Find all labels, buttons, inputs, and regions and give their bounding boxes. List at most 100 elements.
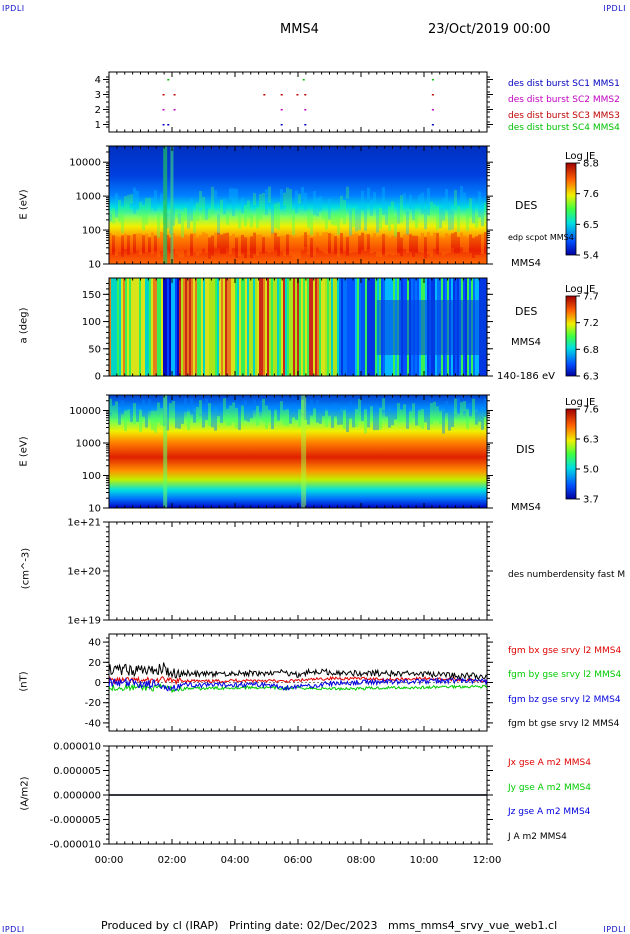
des-energy-cell <box>208 209 211 219</box>
x-tick-label: 12:00 <box>473 855 502 866</box>
colorbar-tick-label: 7.6 <box>583 405 599 416</box>
dis-energy-cell <box>469 403 472 417</box>
dis-energy-cell <box>232 402 235 423</box>
ylabel-current: (A/m2) <box>19 776 31 811</box>
des-pitch-cell <box>241 278 243 376</box>
des-energy-cell <box>436 232 439 255</box>
des-pitch-cell <box>355 278 357 376</box>
legend-by: fgm by gse srvy l2 MMS4 <box>508 670 622 680</box>
des-energy-cell <box>325 232 328 255</box>
des-pitch-cell <box>313 278 315 376</box>
dis-energy-cell <box>313 408 316 421</box>
des-energy-cell <box>385 235 388 256</box>
dis-energy-cell <box>445 401 448 413</box>
des-energy-cell <box>274 232 277 250</box>
des-energy-cell <box>229 188 232 200</box>
label-des-pitch: DES <box>515 305 538 318</box>
bfield-series-4 <box>108 662 488 680</box>
burst-mark <box>162 94 165 96</box>
dis-energy-cell <box>412 403 415 417</box>
des-pitch-cell <box>253 278 255 376</box>
des-pitch-cell <box>109 278 111 376</box>
des-pitch-cell <box>191 278 193 376</box>
des-pitch-cell <box>209 278 211 376</box>
des-energy-cell <box>325 213 328 230</box>
des-energy-cell <box>466 208 469 231</box>
label-dis-energy-sc: MMS4 <box>511 502 541 513</box>
des-energy-cell <box>304 232 307 248</box>
des-energy-cell <box>202 232 205 249</box>
dis-energy-cell <box>286 409 289 427</box>
des-pitch-cell <box>337 278 339 376</box>
des-pitch-cell <box>237 278 239 376</box>
legend-bt: fgm bt gse srvy l2 MMS4 <box>508 719 620 729</box>
dis-energy-cell <box>379 407 382 430</box>
des-pitch-cell <box>185 278 187 376</box>
des-energy-cell <box>160 232 163 251</box>
des-energy-cell <box>388 237 391 255</box>
label-des-energy: DES <box>515 199 538 212</box>
des-energy-cell <box>286 187 289 214</box>
des-energy-cell <box>469 234 472 253</box>
dis-energy-cell <box>448 407 451 431</box>
dis-energy-cell <box>202 403 205 428</box>
des-pitch-cell <box>177 278 179 376</box>
des-energy-cell <box>313 191 316 216</box>
dis-energy-cell <box>346 409 349 433</box>
dis-energy-cell <box>190 398 193 415</box>
dis-energy-cell <box>277 403 280 421</box>
dis-energy-cell <box>184 398 187 412</box>
des-energy-cell <box>184 207 187 221</box>
colorbar-tick-label: 6.5 <box>583 220 599 231</box>
dis-energy-cell <box>268 409 271 423</box>
des-pitch-cell <box>369 278 371 376</box>
burst-tick-label: 3 <box>95 90 101 101</box>
des-energy-cell <box>400 195 403 223</box>
des-pitch-cell <box>349 278 351 376</box>
dis-energy-cell <box>283 410 286 426</box>
des-pitch-cell <box>325 278 327 376</box>
des-energy-cell <box>397 203 400 224</box>
dis-energy-cell <box>226 408 229 426</box>
des-pitch-cell <box>257 278 259 376</box>
pitch-tick-label: 0 <box>95 372 101 383</box>
des-pitch-cell <box>159 278 161 376</box>
des-energy-cell <box>337 237 340 258</box>
des-pitch-cell <box>367 278 369 376</box>
des-energy-cell <box>277 236 280 257</box>
des-pitch-cell <box>221 278 223 376</box>
des-energy-cell <box>361 190 364 211</box>
des-energy-cell <box>154 235 157 251</box>
des-energy-cell <box>265 189 268 216</box>
colorbar-tick-label: 6.3 <box>583 435 599 446</box>
dis-energy-cell <box>193 411 196 423</box>
dis-energy-cell <box>250 407 253 419</box>
des-energy-cell <box>409 194 412 210</box>
des-energy-cell <box>385 202 388 225</box>
des-energy-cell <box>235 188 238 206</box>
des-pitch-cell <box>283 278 285 376</box>
des-energy-cell <box>361 232 364 250</box>
des-energy-cell <box>412 235 415 257</box>
des-energy-cell <box>250 212 253 228</box>
des-pitch-cell <box>207 278 209 376</box>
des-energy-cell <box>256 207 259 229</box>
bfield-series-3 <box>108 676 488 692</box>
des-energy-cell <box>448 234 451 253</box>
legend-jz: Jz gse A m2 MMS4 <box>508 807 591 817</box>
dis-energy-cell <box>196 406 199 421</box>
des-energy-cell <box>478 234 481 255</box>
bfield-tick-label: 0 <box>95 678 101 689</box>
des-energy-cell <box>427 188 430 216</box>
des-energy-cell <box>343 236 346 252</box>
dis-energy-cell <box>274 409 277 423</box>
burst-mark <box>280 94 283 96</box>
des-pitch-cell <box>315 278 317 376</box>
des-energy-cell <box>136 190 139 210</box>
des-pitch-cell <box>111 278 113 376</box>
des-energy-cell <box>154 190 157 211</box>
des-energy-cell <box>430 236 433 257</box>
des-pitch-cell <box>279 278 281 376</box>
des-pitch-cell <box>161 278 163 376</box>
des-energy-cell <box>427 232 430 255</box>
